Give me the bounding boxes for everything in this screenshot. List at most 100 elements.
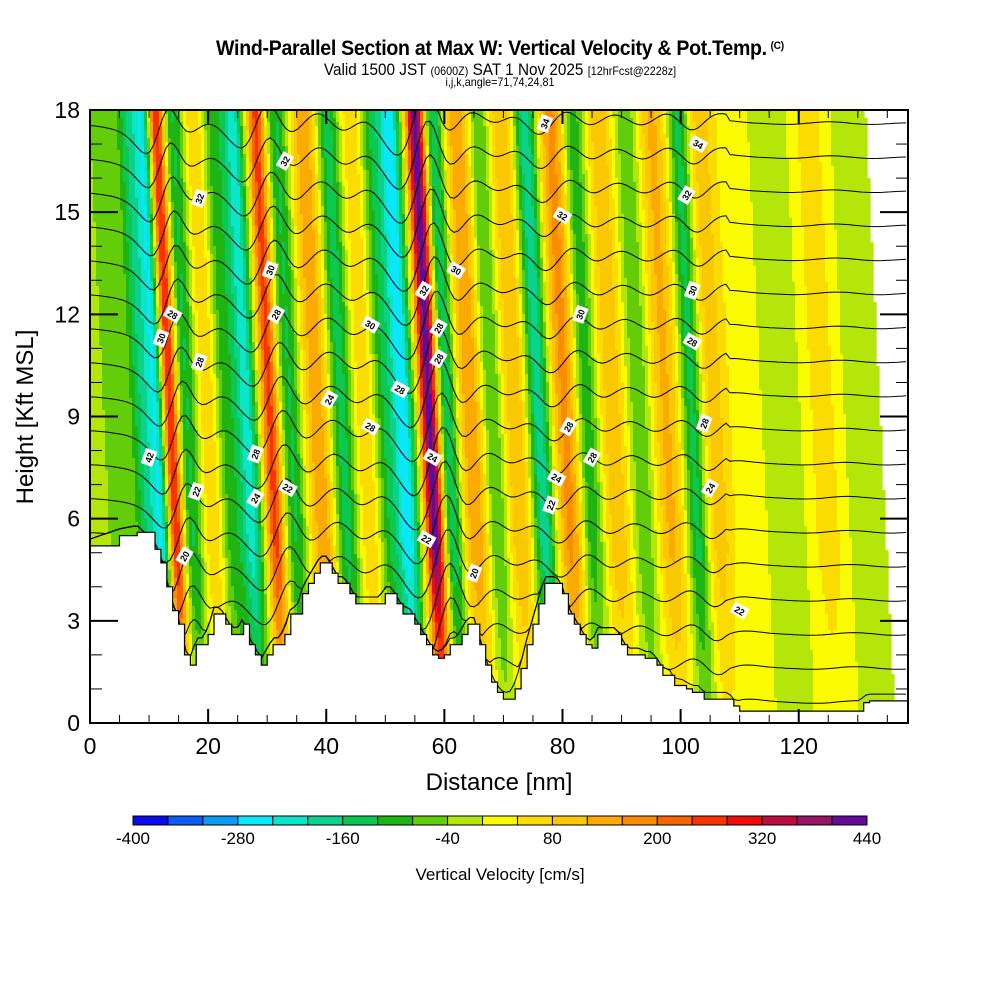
w-cell [474,154,487,159]
w-cell [720,230,754,235]
w-cell [636,238,643,243]
w-cell [477,238,490,243]
w-cell [189,246,196,251]
w-cell [798,138,820,143]
w-cell [330,246,337,251]
w-cell [711,226,721,231]
w-cell [222,174,229,179]
w-cell [390,230,397,235]
w-cell [387,206,397,211]
w-cell [675,134,682,139]
w-cell [555,166,562,171]
w-cell [138,238,145,243]
w-cell [636,150,643,155]
w-cell [822,178,835,183]
w-cell [657,154,664,159]
w-cell [591,134,607,139]
w-cell [297,114,310,119]
w-cell [822,170,835,175]
w-cell [678,202,685,207]
w-cell [591,138,607,143]
w-cell [372,202,382,207]
w-cell [618,230,625,235]
w-cell [831,158,868,163]
w-cell [747,114,787,119]
w-cell [435,186,442,191]
w-cell [189,170,202,175]
w-cell [255,170,262,175]
w-cell [384,158,394,163]
w-cell [651,178,658,183]
w-cell [594,198,610,203]
w-cell [210,146,220,151]
w-cell [129,182,136,187]
w-cell [156,154,163,159]
w-cell [624,242,640,247]
w-cell [93,166,121,171]
w-cell [594,182,610,187]
w-cell [711,198,721,203]
w-cell [819,122,832,127]
w-cell [192,218,205,223]
w-cell [300,166,310,171]
w-cell [633,178,640,183]
w-cell [255,178,262,183]
w-cell [417,234,424,239]
w-cell [156,194,163,199]
w-cell [219,138,226,143]
w-cell [753,214,790,219]
w-cell [213,230,223,235]
w-cell [189,158,202,163]
w-cell [228,118,235,123]
w-cell [621,178,634,183]
w-cell [375,222,382,227]
w-cell [189,150,202,155]
w-cell [720,234,754,239]
w-cell [345,118,358,123]
w-cell [498,178,511,183]
w-cell [129,202,139,207]
w-cell [450,134,463,139]
w-cell [495,162,511,167]
w-cell [615,170,622,175]
w-cell [585,166,592,171]
w-cell [357,166,364,171]
w-cell [360,234,367,239]
w-cell [549,174,559,179]
w-cell [297,138,310,143]
w-cell [132,218,139,223]
w-cell [591,214,598,219]
w-cell [717,126,748,131]
w-cell [294,158,301,163]
w-cell [525,218,535,223]
w-cell [342,178,349,183]
w-cell [93,206,121,211]
w-cell [213,202,223,207]
w-cell [648,134,658,139]
w-cell [549,178,559,183]
w-cell [834,198,871,203]
w-cell [453,170,466,175]
w-cell [375,122,382,127]
w-cell [171,194,184,199]
w-cell [498,182,511,187]
w-cell [837,238,871,243]
w-cell [222,190,229,195]
w-cell [477,226,490,231]
w-cell [621,158,634,163]
w-cell [681,238,688,243]
w-cell [801,162,823,167]
w-cell [255,174,262,179]
w-cell [219,142,226,147]
w-cell [522,142,529,147]
w-cell [348,210,361,215]
w-cell [645,170,652,175]
w-cell [822,214,835,219]
w-cell [819,138,832,143]
w-cell [678,170,685,175]
w-cell [621,206,637,211]
w-cell [456,242,469,247]
w-cell [570,142,580,147]
w-cell [546,202,553,207]
w-cell [594,166,610,171]
